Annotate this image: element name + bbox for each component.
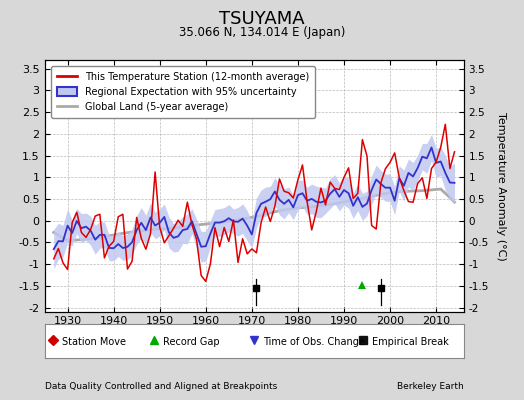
Text: Berkeley Earth: Berkeley Earth <box>397 382 464 391</box>
Text: 35.066 N, 134.014 E (Japan): 35.066 N, 134.014 E (Japan) <box>179 26 345 39</box>
Text: Empirical Break: Empirical Break <box>373 337 449 347</box>
Text: Station Move: Station Move <box>62 337 126 347</box>
Text: Time of Obs. Change: Time of Obs. Change <box>264 337 365 347</box>
Text: Record Gap: Record Gap <box>163 337 220 347</box>
Text: Data Quality Controlled and Aligned at Breakpoints: Data Quality Controlled and Aligned at B… <box>45 382 277 391</box>
Text: TSUYAMA: TSUYAMA <box>219 10 305 28</box>
Legend: This Temperature Station (12-month average), Regional Expectation with 95% uncer: This Temperature Station (12-month avera… <box>51 66 314 118</box>
Y-axis label: Temperature Anomaly (°C): Temperature Anomaly (°C) <box>496 112 506 260</box>
